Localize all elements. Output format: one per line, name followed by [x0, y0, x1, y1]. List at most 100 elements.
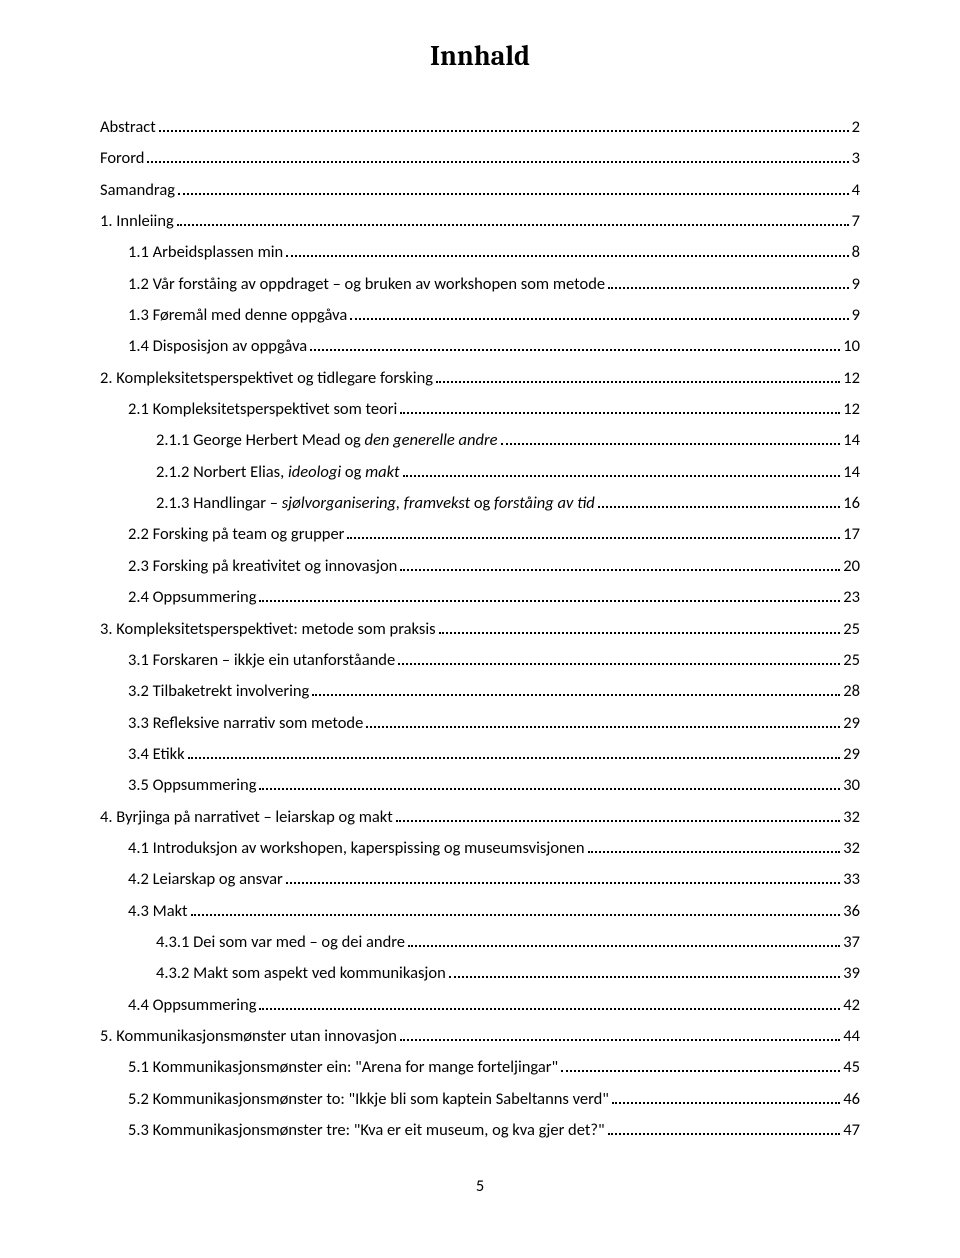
toc-label-italic: sjølvorganisering, framvekst — [282, 493, 470, 513]
toc-dot-leader — [612, 1102, 840, 1104]
toc-entry-label: 5. Kommunikasjonsmønster utan innovasjon — [100, 1021, 397, 1052]
toc-entry: Samandrag 4 — [100, 175, 860, 206]
toc-dot-leader — [408, 945, 840, 947]
toc-dot-leader — [608, 287, 849, 289]
toc-entry-label: 5.3 Kommunikasjonsmønster tre: "Kva er e… — [128, 1115, 605, 1146]
toc-entry: 3.5 Oppsummering30 — [100, 770, 860, 801]
toc-entry-page: 14 — [843, 425, 860, 456]
toc-entry-page: 37 — [843, 927, 860, 958]
toc-entry-label: Samandrag — [100, 175, 175, 206]
toc-entry-label: 4.1 Introduksjon av workshopen, kaperspi… — [128, 833, 585, 864]
toc-entry-label: 4.2 Leiarskap og ansvar — [128, 864, 283, 895]
toc-entry-label: 3.3 Refleksive narrativ som metode — [128, 708, 363, 739]
toc-dot-leader — [312, 694, 840, 696]
toc-entry-page: 47 — [843, 1115, 860, 1146]
toc-entry-label: 2.2 Forsking på team og grupper — [128, 519, 344, 550]
toc-entry-page: 16 — [843, 488, 860, 519]
toc-entry-page: 9 — [852, 300, 860, 331]
toc-entry: 4. Byrjinga på narrativet – leiarskap og… — [100, 802, 860, 833]
toc-entry: 1.2 Vår forståing av oppdraget – og bruk… — [100, 269, 860, 300]
toc-entry-label: 1. Innleiing — [100, 206, 174, 237]
toc-entry: 2.1 Kompleksitetsperspektivet som teori 1… — [100, 394, 860, 425]
toc-entry: 4.2 Leiarskap og ansvar33 — [100, 864, 860, 895]
toc-entry: 5. Kommunikasjonsmønster utan innovasjon… — [100, 1021, 860, 1052]
toc-entry-page: 8 — [852, 237, 860, 268]
toc-entry-page: 28 — [843, 676, 860, 707]
toc-entry: 1.4 Disposisjon av oppgåva 10 — [100, 331, 860, 362]
toc-label-text: 2.1.1 George Herbert Mead og — [156, 430, 365, 450]
toc-entry-label: 1.1 Arbeidsplassen min — [128, 237, 283, 268]
toc-entry-page: 4 — [852, 175, 860, 206]
toc-label-text: 2.1.2 Norbert Elias, — [156, 462, 288, 482]
toc-label-text: og — [470, 493, 494, 513]
toc-entry: 2.1.3 Handlingar – sjølvorganisering, fr… — [100, 488, 860, 519]
toc-entry-label: 2.3 Forsking på kreativitet og innovasjo… — [128, 551, 397, 582]
toc-entry-label: 2. Kompleksitetsperspektivet og tidlegar… — [100, 363, 433, 394]
toc-entry-page: 23 — [843, 582, 860, 613]
toc-entry-label: 2.4 Oppsummering — [128, 582, 256, 613]
toc-entry: 4.3 Makt36 — [100, 896, 860, 927]
toc-dot-leader — [608, 1133, 841, 1135]
toc-entry-label: 4.3.2 Makt som aspekt ved kommunikasjon — [156, 958, 446, 989]
toc-dot-leader — [259, 788, 840, 790]
toc-entry: 5.1 Kommunikasjonsmønster ein: "Arena fo… — [100, 1052, 860, 1083]
toc-entry: 2.2 Forsking på team og grupper 17 — [100, 519, 860, 550]
toc-entry: 3.4 Etikk 29 — [100, 739, 860, 770]
toc-entry-page: 14 — [843, 457, 860, 488]
toc-dot-leader — [396, 820, 841, 822]
toc-entry-page: 39 — [843, 958, 860, 989]
toc-entry: 5.3 Kommunikasjonsmønster tre: "Kva er e… — [100, 1115, 860, 1146]
toc-entry-label: 2.1 Kompleksitetsperspektivet som teori — [128, 394, 397, 425]
toc-entry-page: 45 — [843, 1052, 860, 1083]
toc-entry-page: 25 — [843, 645, 860, 676]
toc-entry-page: 42 — [843, 990, 860, 1021]
toc-entry-page: 12 — [843, 363, 860, 394]
toc-entry-page: 29 — [843, 708, 860, 739]
toc-entry-label: 1.4 Disposisjon av oppgåva — [128, 331, 307, 362]
toc-entry: Forord3 — [100, 143, 860, 174]
toc-dot-leader — [350, 318, 848, 320]
toc-dot-leader — [191, 914, 841, 916]
toc-entry-page: 2 — [852, 112, 860, 143]
toc-entry: 2.1.1 George Herbert Mead og den generel… — [100, 425, 860, 456]
toc-dot-leader — [400, 569, 840, 571]
toc-dot-leader — [177, 224, 849, 226]
toc-entry: 4.3.1 Dei som var med – og dei andre 37 — [100, 927, 860, 958]
toc-entry: 2.3 Forsking på kreativitet og innovasjo… — [100, 551, 860, 582]
toc-dot-leader — [436, 381, 840, 383]
toc-entry: 2.4 Oppsummering 23 — [100, 582, 860, 613]
toc-entry-label: 5.1 Kommunikasjonsmønster ein: "Arena fo… — [128, 1052, 558, 1083]
toc-dot-leader — [259, 1008, 840, 1010]
toc-label-italic: den generelle andre — [365, 430, 498, 450]
toc-dot-leader — [439, 632, 841, 634]
toc-entry: 1.1 Arbeidsplassen min 8 — [100, 237, 860, 268]
toc-entry: 3. Kompleksitetsperspektivet: metode som… — [100, 614, 860, 645]
toc-entry-label: 4.4 Oppsummering — [128, 990, 256, 1021]
toc-entry-page: 10 — [843, 331, 860, 362]
toc-dot-leader — [400, 412, 840, 414]
toc-dot-leader — [398, 663, 840, 665]
toc-entry: 4.3.2 Makt som aspekt ved kommunikasjon 3… — [100, 958, 860, 989]
toc-entry: 3.1 Forskaren – ikkje ein utanforståande… — [100, 645, 860, 676]
toc-label-italic: makt — [365, 462, 399, 482]
toc-label-italic: forståing av tid — [494, 493, 595, 513]
toc-entry: Abstract 2 — [100, 112, 860, 143]
toc-dot-leader — [400, 1039, 840, 1041]
toc-entry-page: 46 — [843, 1084, 860, 1115]
toc-entry: 1.3 Føremål med denne oppgåva9 — [100, 300, 860, 331]
toc-entry-page: 29 — [843, 739, 860, 770]
toc-dot-leader — [561, 1070, 840, 1072]
toc-entry-label: 3.5 Oppsummering — [128, 770, 256, 801]
toc-entry-label: 4. Byrjinga på narrativet – leiarskap og… — [100, 802, 393, 833]
toc-dot-leader — [147, 161, 848, 163]
toc-entry-page: 12 — [843, 394, 860, 425]
toc-entry-label: Abstract — [100, 112, 156, 143]
toc-entry: 5.2 Kommunikasjonsmønster to: "Ikkje bli… — [100, 1084, 860, 1115]
toc-entry-page: 32 — [843, 802, 860, 833]
toc-entry-label: 4.3.1 Dei som var med – og dei andre — [156, 927, 405, 958]
toc-entry-page: 17 — [843, 519, 860, 550]
toc-entry: 3.3 Refleksive narrativ som metode 29 — [100, 708, 860, 739]
toc-dot-leader — [598, 506, 841, 508]
toc-dot-leader — [286, 882, 841, 884]
toc-entry-label: 3.4 Etikk — [128, 739, 185, 770]
